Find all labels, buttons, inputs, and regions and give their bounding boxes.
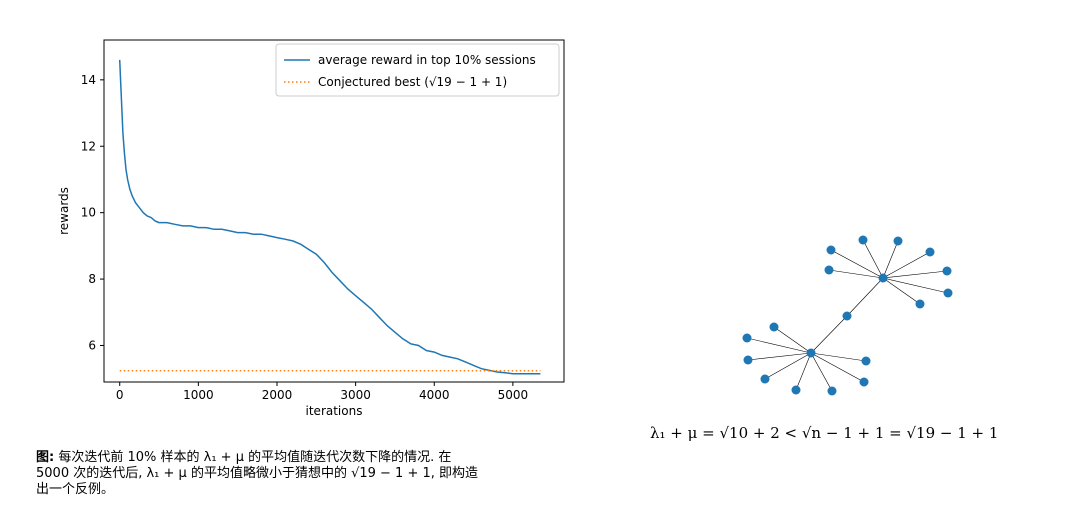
- graph-edge: [810, 315, 848, 354]
- graph-node: [859, 377, 869, 387]
- x-tick-label: 4000: [419, 388, 450, 402]
- graph-edge: [882, 270, 948, 279]
- graph-node: [925, 247, 935, 257]
- graph-node: [858, 235, 868, 245]
- formula: λ₁ + μ = √10 + 2 < √n − 1 + 1 = √19 − 1 …: [650, 424, 1070, 442]
- graph-edge: [747, 352, 812, 361]
- reward-chart: 0 1000 2000 3000 4000 5000 6 8 10 12 14 iterations r…: [57, 39, 565, 418]
- graph-edge: [882, 277, 949, 294]
- graph-node: [791, 385, 801, 395]
- graph-edge: [773, 326, 812, 354]
- graph-edge: [746, 337, 812, 354]
- graph-node: [915, 299, 925, 309]
- graph-node: [806, 348, 816, 358]
- caption-line-3: 出一个反例。: [36, 482, 115, 497]
- graph-node: [769, 322, 779, 332]
- graph-edge: [882, 240, 899, 279]
- graph-edge: [828, 269, 884, 279]
- graph-edge: [810, 352, 865, 383]
- graph-edge: [795, 352, 812, 391]
- legend-entry: average reward in top 10% sessions: [318, 53, 536, 67]
- y-axis-label: rewards: [57, 187, 71, 235]
- graph-edge: [810, 352, 867, 362]
- x-tick-label: 0: [116, 388, 124, 402]
- graph-node: [827, 386, 837, 396]
- y-tick-label: 12: [81, 139, 96, 153]
- y-tick-label: 10: [81, 206, 96, 220]
- legend-entry: Conjectured best (√19 − 1 + 1): [318, 75, 507, 89]
- plot-frame: [103, 39, 565, 383]
- formula-text: λ₁ + μ = √10 + 2 < √n − 1 + 1 = √19 − 1 …: [650, 424, 999, 442]
- graph-node: [742, 333, 752, 343]
- y-tick-label: 14: [81, 73, 96, 87]
- graph-edge: [810, 352, 833, 392]
- x-tick-label: 5000: [498, 388, 529, 402]
- graph-node: [842, 311, 852, 321]
- graph-node: [824, 265, 834, 275]
- caption-label: 图:: [36, 450, 55, 465]
- graph-node: [760, 374, 770, 384]
- graph-node: [743, 355, 753, 365]
- caption-line-1: 每次迭代前 10% 样本的 λ₁ + μ 的平均值随迭代次数下降的情况. 在: [54, 450, 452, 465]
- legend-box: [275, 43, 560, 97]
- graph-edge: [882, 277, 921, 305]
- x-tick-label: 3000: [340, 388, 371, 402]
- caption-line-2: 5000 次的迭代后, λ₁ + μ 的平均值略微小于猜想中的 √19 − 1 …: [36, 466, 479, 481]
- y-tick-label: 8: [88, 272, 96, 286]
- graph-node: [893, 236, 903, 246]
- graph-edge: [830, 249, 884, 279]
- x-tick-label: 1000: [183, 388, 214, 402]
- counterexample-graph: [742, 235, 953, 396]
- graph-node: [942, 266, 952, 276]
- graph-node: [861, 356, 871, 366]
- series-line-average-reward: [118, 59, 541, 375]
- figure-caption: 图: 每次迭代前 10% 样本的 λ₁ + μ 的平均值随迭代次数下降的情况. …: [36, 450, 596, 498]
- graph-node: [943, 288, 953, 298]
- x-axis-label: iterations: [306, 404, 363, 418]
- graph-node: [878, 273, 888, 283]
- graph-node: [826, 245, 836, 255]
- graph-edge: [882, 251, 931, 279]
- graph-edge: [846, 277, 884, 317]
- x-tick-label: 2000: [262, 388, 293, 402]
- graph-edge: [862, 239, 884, 279]
- graph-edge: [764, 352, 812, 380]
- y-tick-label: 6: [88, 338, 96, 352]
